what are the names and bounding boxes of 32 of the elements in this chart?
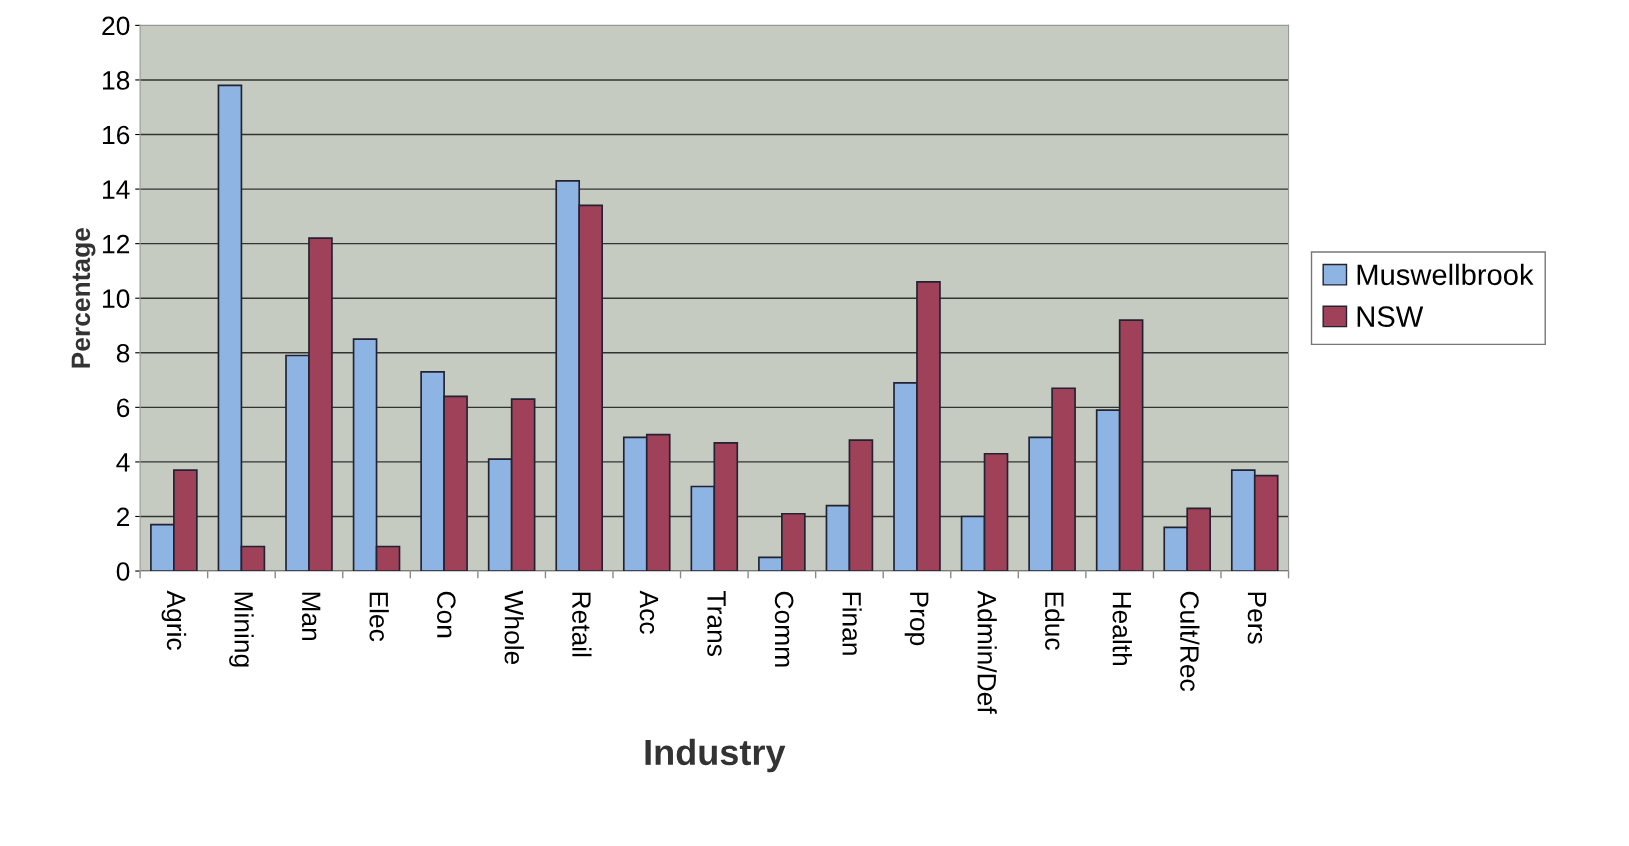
y-tick-label: 12	[103, 234, 130, 254]
x-axis-title: Industry	[645, 738, 786, 773]
x-tick-label: Mining	[229, 592, 254, 667]
x-tick-label: Prop	[904, 592, 929, 646]
legend-label: Muswellbrook	[1357, 263, 1534, 286]
y-tick-label: 2	[117, 507, 130, 527]
y-tick-label: 16	[103, 125, 130, 145]
y-tick-label: 14	[103, 180, 130, 199]
x-tick-label: Acc	[639, 590, 659, 634]
y-tick-label: 4	[116, 453, 130, 472]
x-tick-label: Agric	[161, 590, 187, 650]
x-tick-label: Educ	[1045, 592, 1065, 650]
x-tick-label: Trans	[707, 591, 726, 657]
x-tick-label: Comm	[774, 591, 794, 667]
y-tick-label: 10	[103, 289, 130, 309]
x-tick-label: Health	[1112, 592, 1132, 666]
x-tick-label: Con	[437, 591, 456, 638]
y-tick-label: 8	[116, 343, 130, 363]
y-tick-label: 0	[116, 562, 130, 581]
x-tick-label: Admin/Def	[977, 590, 997, 714]
x-tick-label: Elec	[369, 592, 389, 642]
x-tick-label: Finan	[842, 592, 862, 655]
y-tick-label: 6	[117, 398, 130, 418]
x-tick-label: Man	[301, 592, 321, 641]
y-axis-title: Percentage	[71, 227, 96, 368]
x-tick-label: Retail	[572, 592, 592, 657]
y-tick-label: 18	[103, 71, 130, 90]
x-tick-label: Pers	[1247, 592, 1267, 644]
x-tick-label: Whole	[504, 590, 524, 665]
legend-label: NSW	[1357, 306, 1424, 327]
x-tick-label: Cult/Rec	[1180, 591, 1200, 691]
y-tick-label: 20	[102, 16, 130, 36]
